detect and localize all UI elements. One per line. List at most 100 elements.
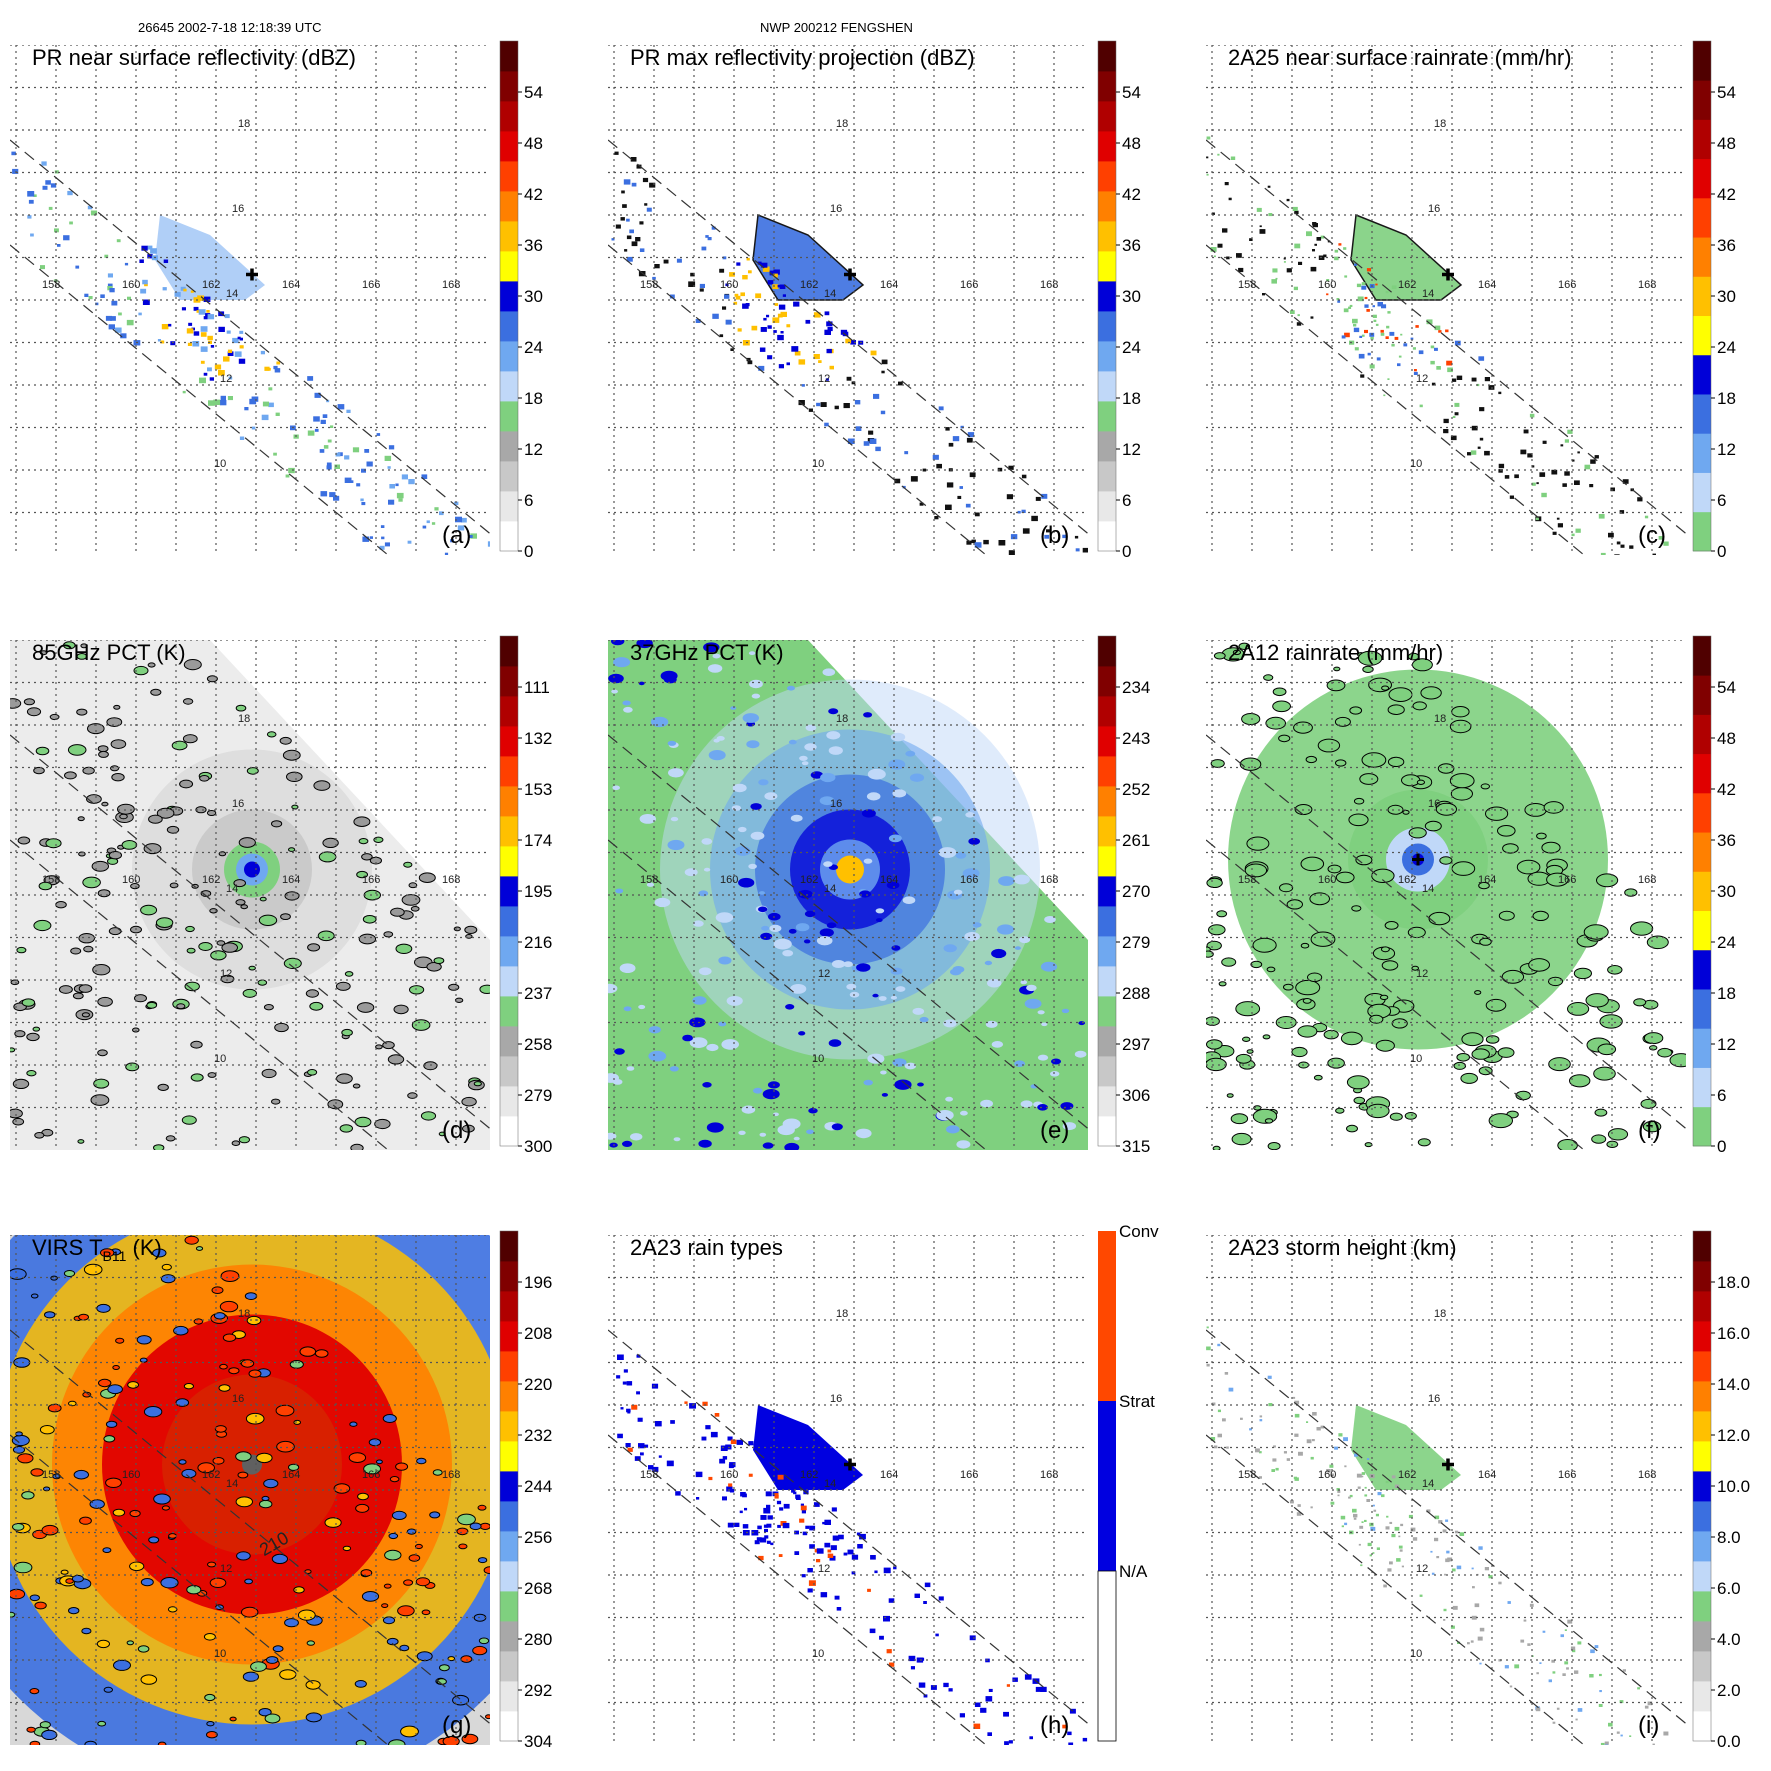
echo-pixel bbox=[228, 376, 233, 380]
lat-label: 16 bbox=[830, 1393, 842, 1405]
echo-pixel bbox=[959, 1713, 965, 1718]
colorbar-tick-label: 12.0 bbox=[1717, 1426, 1750, 1445]
echo-pixel bbox=[624, 249, 628, 252]
rain-cell bbox=[354, 1116, 372, 1128]
rain-cell bbox=[464, 925, 478, 934]
rain-cell bbox=[284, 1618, 299, 1628]
rain-cell bbox=[1381, 960, 1399, 971]
colorbar-swatch bbox=[1098, 341, 1116, 372]
colorbar-swatch bbox=[1693, 1381, 1711, 1412]
rain-cell bbox=[280, 913, 291, 921]
colorbar-swatch bbox=[500, 41, 518, 72]
rain-cell bbox=[1206, 940, 1222, 951]
rain-cell bbox=[152, 1248, 167, 1258]
echo-pixel bbox=[1337, 1494, 1340, 1497]
rain-cell bbox=[684, 868, 698, 877]
colorbar-swatch bbox=[500, 666, 518, 697]
colorbar-swatch bbox=[500, 696, 518, 727]
colorbar-swatch bbox=[1693, 1621, 1711, 1652]
echo-pixel bbox=[763, 1524, 768, 1528]
lon-label: 164 bbox=[1478, 279, 1496, 291]
rain-cell bbox=[12, 1117, 25, 1126]
echo-pixel bbox=[150, 248, 157, 254]
rain-cell bbox=[168, 1533, 177, 1539]
rain-cell bbox=[626, 1066, 635, 1071]
rain-cell bbox=[420, 1111, 437, 1121]
echo-pixel bbox=[737, 328, 742, 332]
echo-pixel bbox=[1374, 279, 1377, 282]
rain-cell bbox=[1239, 757, 1262, 771]
echo-pixel bbox=[387, 466, 391, 469]
rain-cell bbox=[1297, 1025, 1318, 1038]
echo-pixel bbox=[826, 321, 833, 327]
colorbar-swatch bbox=[1693, 1291, 1711, 1322]
rain-cell bbox=[1573, 967, 1592, 980]
rain-cell bbox=[206, 675, 218, 683]
rain-cell bbox=[702, 1082, 712, 1088]
rain-cell bbox=[355, 1739, 367, 1745]
rain-cell bbox=[352, 1083, 361, 1089]
colorbar-tick-label: 24 bbox=[1717, 933, 1736, 952]
colorbar-swatch bbox=[1693, 1591, 1711, 1622]
echo-pixel bbox=[875, 446, 881, 452]
lon-label: 168 bbox=[1638, 874, 1656, 886]
rain-cell bbox=[614, 1048, 625, 1055]
echo-pixel bbox=[649, 182, 656, 188]
colorbar-swatch bbox=[500, 311, 518, 342]
rain-cell bbox=[350, 1143, 364, 1150]
echo-pixel bbox=[1377, 1492, 1382, 1496]
rain-cell bbox=[362, 915, 377, 924]
rain-cell bbox=[1235, 1001, 1261, 1017]
echo-pixel bbox=[1358, 1543, 1361, 1546]
echo-pixel bbox=[728, 1483, 733, 1487]
echo-pixel bbox=[725, 319, 732, 325]
echo-pixel bbox=[1571, 533, 1575, 537]
echo-pixel bbox=[1410, 337, 1414, 340]
echo-pixel bbox=[1369, 364, 1375, 369]
echo-pixel bbox=[1488, 1575, 1493, 1579]
colorbar-swatch bbox=[1098, 846, 1116, 877]
rain-cell bbox=[703, 642, 720, 653]
colorbar-tick-label: 208 bbox=[524, 1324, 552, 1343]
lon-label: 166 bbox=[960, 279, 978, 291]
swath-edge bbox=[10, 839, 389, 1150]
echo-pixel bbox=[1514, 474, 1519, 479]
echo-pixel bbox=[90, 210, 98, 216]
rain-cell bbox=[297, 1609, 316, 1621]
echo-pixel bbox=[727, 1522, 734, 1528]
rain-cell bbox=[762, 1142, 774, 1149]
rain-cell bbox=[91, 860, 110, 872]
echo-pixel bbox=[1376, 357, 1381, 361]
echo-pixel bbox=[203, 296, 211, 302]
echo-pixel bbox=[987, 1732, 992, 1736]
echo-pixel bbox=[1259, 1415, 1263, 1418]
echo-pixel bbox=[1523, 429, 1529, 434]
rain-cell bbox=[10, 1268, 27, 1280]
echo-pixel bbox=[1520, 1639, 1525, 1643]
echo-pixel bbox=[626, 1381, 633, 1386]
echo-pixel bbox=[1637, 1687, 1640, 1690]
echo-pixel bbox=[733, 301, 738, 305]
rain-cell bbox=[1594, 1108, 1608, 1117]
echo-pixel bbox=[1226, 256, 1230, 260]
echo-pixel bbox=[1364, 296, 1368, 300]
echo-pixel bbox=[1040, 1686, 1047, 1692]
echo-pixel bbox=[206, 310, 210, 313]
rain-cell bbox=[1041, 1022, 1048, 1027]
lon-label: 158 bbox=[1238, 1469, 1256, 1481]
rain-cell bbox=[399, 1644, 410, 1652]
echo-pixel bbox=[1386, 325, 1390, 329]
echo-pixel bbox=[766, 1504, 771, 1509]
echo-pixel bbox=[620, 1407, 624, 1410]
echo-pixel bbox=[1372, 314, 1377, 318]
panel-title: 2A23 storm height (km) bbox=[1228, 1235, 1457, 1260]
panel-label: (e) bbox=[1040, 1117, 1069, 1144]
rain-cell bbox=[206, 1731, 218, 1739]
echo-pixel bbox=[193, 331, 200, 336]
echo-pixel bbox=[734, 293, 739, 297]
echo-pixel bbox=[285, 474, 290, 478]
colorbar-swatch bbox=[500, 1086, 518, 1117]
lat-label: 20 bbox=[244, 1223, 256, 1235]
colorbar-swatch bbox=[1693, 472, 1711, 513]
